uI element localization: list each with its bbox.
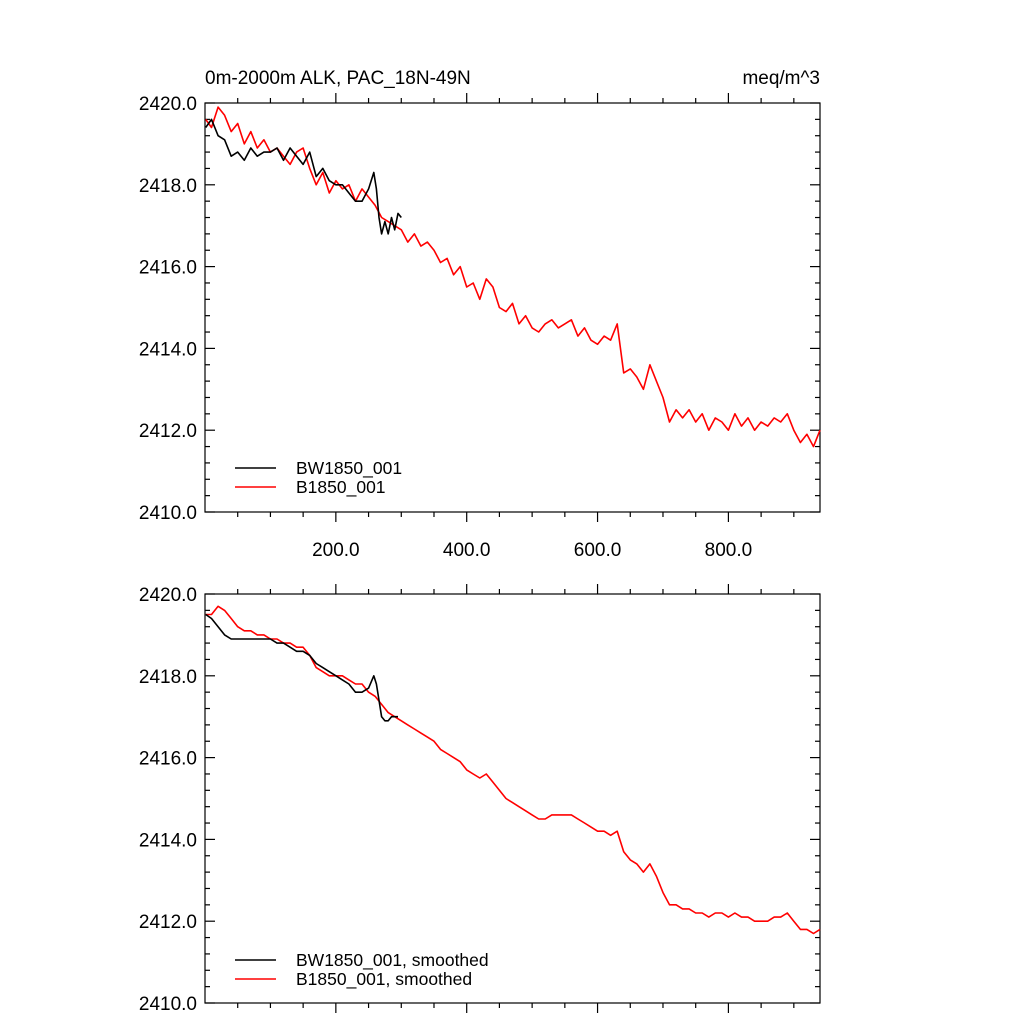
legend-label: BW1850_001, smoothed — [296, 950, 489, 971]
series-lines — [205, 605, 821, 935]
series-line-bw1850-001 — [205, 613, 398, 722]
y-tick-label: 2410.0 — [139, 994, 197, 1015]
x-tick-label: 800.0 — [705, 540, 753, 561]
plot-frame — [204, 102, 821, 513]
y-tick-label: 2412.0 — [139, 912, 197, 933]
y-tick-label: 2418.0 — [139, 667, 197, 688]
legend-label: B1850_001, smoothed — [296, 969, 472, 990]
y-tick-label: 2414.0 — [139, 830, 197, 851]
axis-ticks: 2410.0 2412.0 2414.0 2416.0 2418.0 2420.0 200.… — [139, 93, 820, 561]
chart-title: 0m-2000m ALK, PAC_18N-49N — [205, 68, 471, 89]
bottom-panel: 2410.0 2412.0 2414.0 2416.0 2418.0 2420.0 BW1… — [139, 584, 821, 1015]
y-tick-label: 2420.0 — [139, 585, 197, 606]
y-tick-label: 2412.0 — [139, 421, 197, 442]
legend-label: B1850_001 — [296, 477, 386, 498]
x-tick-label: 600.0 — [574, 540, 622, 561]
y-tick-label: 2418.0 — [139, 176, 197, 197]
series-lines — [205, 106, 821, 448]
series-line-b1850-001 — [205, 605, 821, 935]
y-tick-label: 2416.0 — [139, 258, 197, 279]
series-line-b1850-001 — [205, 106, 821, 448]
axis-ticks: 2410.0 2412.0 2414.0 2416.0 2418.0 2420.0 — [139, 584, 820, 1015]
x-tick-label: 400.0 — [443, 540, 491, 561]
units-label: meq/m^3 — [742, 68, 820, 89]
top-panel: 0m-2000m ALK, PAC_18N-49N meq/m^3 2410.0… — [139, 68, 821, 561]
y-tick-label: 2410.0 — [139, 503, 197, 524]
series-line-bw1850-001 — [205, 118, 402, 235]
legend-label: BW1850_001 — [296, 458, 402, 479]
y-tick-label: 2416.0 — [139, 749, 197, 770]
y-tick-label: 2420.0 — [139, 94, 197, 115]
x-tick-label: 200.0 — [312, 540, 360, 561]
plot-frame — [204, 593, 821, 1004]
y-tick-label: 2414.0 — [139, 339, 197, 360]
